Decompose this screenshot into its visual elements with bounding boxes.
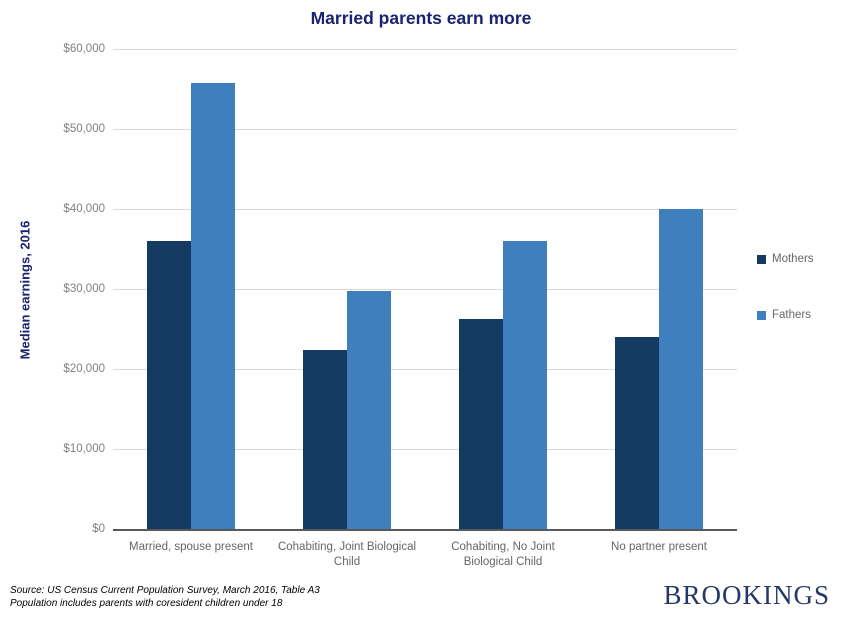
source-note: Source: US Census Current Population Sur… [10,585,320,610]
bar-groups [113,49,737,529]
fathers-swatch-icon [757,310,766,320]
gridline [113,48,737,50]
y-tick-label: $20,000 [63,363,105,375]
bar-group [581,49,737,529]
y-axis-ticks: $0 $10,000 $20,000 $30,000 $40,000 $50,000 $60… [0,43,105,535]
source-line-1: Source: US Census Current Population Sur… [10,585,320,596]
gridline [113,448,737,450]
source-line-2: Population includes parents with coresid… [10,597,283,609]
chart-title: Married parents earn more [310,8,532,28]
bar-fathers [191,82,235,529]
bar-mothers [615,337,659,529]
gridline [113,288,737,290]
bar-fathers [659,209,703,529]
x-category-label: Married, spouse present [128,541,253,553]
plot-area [113,48,737,531]
gridline [113,128,737,130]
y-tick-label: $60,000 [63,43,105,55]
y-tick-label: $50,000 [63,123,105,135]
y-tick-label: $0 [92,523,105,535]
mothers-swatch-icon [757,254,766,264]
bar-group [269,49,425,529]
y-tick-label: $30,000 [63,283,105,295]
y-tick-label: $10,000 [63,443,105,455]
bar-mothers [147,241,191,529]
x-category-label: No partner present [611,541,707,553]
legend-label-mothers: Mothers [772,253,814,265]
bar-fathers [503,241,547,529]
legend-item-fathers: Fathers [757,308,814,322]
bar-group [113,49,269,529]
bar-mothers [459,318,503,529]
legend-label-fathers: Fathers [772,309,811,321]
bar-group [425,49,581,529]
gridline [113,368,737,370]
gridline [113,208,737,210]
x-category-label: Cohabiting, No Joint Biological Child [451,541,555,568]
x-axis-labels: Married, spouse present Cohabiting, Joint… [113,540,737,570]
bar-mothers [303,349,347,529]
legend: Mothers Fathers [757,252,814,364]
bar-fathers [347,291,391,529]
brookings-logo: BROOKINGS [663,580,830,610]
y-tick-label: $40,000 [63,203,105,215]
x-category-label: Cohabiting, Joint Biological Child [277,541,417,568]
legend-item-mothers: Mothers [757,252,814,266]
